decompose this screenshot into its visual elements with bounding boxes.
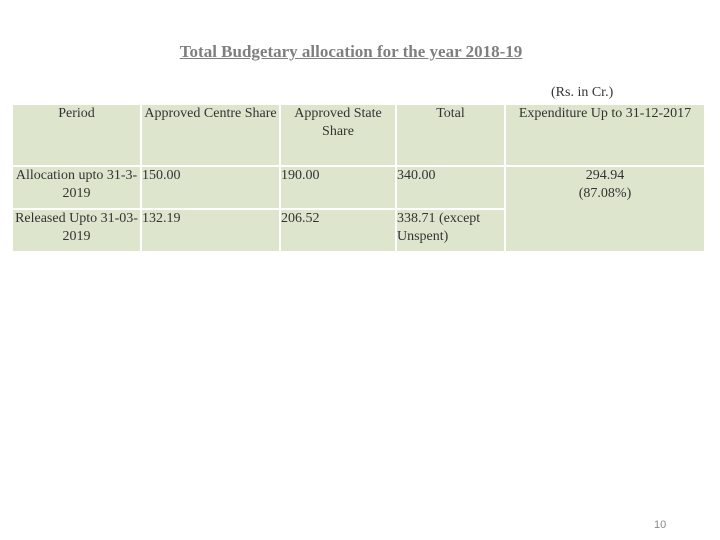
cell-total: 338.71 (except Unspent) bbox=[395, 208, 506, 253]
page-number: 10 bbox=[654, 519, 667, 531]
cell-centre-share: 132.19 bbox=[140, 208, 281, 253]
expenditure-percent: (87.08%) bbox=[578, 186, 632, 201]
header-expenditure: Expenditure Up to 31-12-2017 bbox=[504, 103, 706, 167]
slide-title: Total Budgetary allocation for the year … bbox=[179, 42, 523, 61]
header-total: Total bbox=[395, 103, 506, 167]
table-row-allocation: Allocation upto 31-3-2019 150.00 190.00 … bbox=[11, 165, 706, 253]
table-header-row: Period Approved Centre Share Approved St… bbox=[11, 103, 706, 167]
cell-centre-share: 150.00 bbox=[140, 165, 281, 210]
cell-total: 340.00 bbox=[395, 165, 506, 210]
cell-period: Allocation upto 31-3-2019 bbox=[11, 165, 142, 210]
header-centre-share: Approved Centre Share bbox=[140, 103, 281, 167]
table-row-released: Released Upto 31-03-2019 132.19 206.52 3… bbox=[11, 208, 705, 253]
cell-period: Released Upto 31-03-2019 bbox=[11, 208, 142, 253]
budget-table: Period Approved Centre Share Approved St… bbox=[11, 103, 706, 253]
cell-expenditure: 294.94 (87.08%) bbox=[504, 165, 706, 253]
header-period: Period bbox=[11, 103, 142, 167]
units-label: (Rs. in Cr.) bbox=[551, 85, 614, 100]
cell-state-share: 206.52 bbox=[279, 208, 397, 253]
header-state-share: Approved State Share bbox=[279, 103, 397, 167]
expenditure-value: 294.94 bbox=[585, 168, 625, 183]
cell-state-share: 190.00 bbox=[279, 165, 397, 210]
